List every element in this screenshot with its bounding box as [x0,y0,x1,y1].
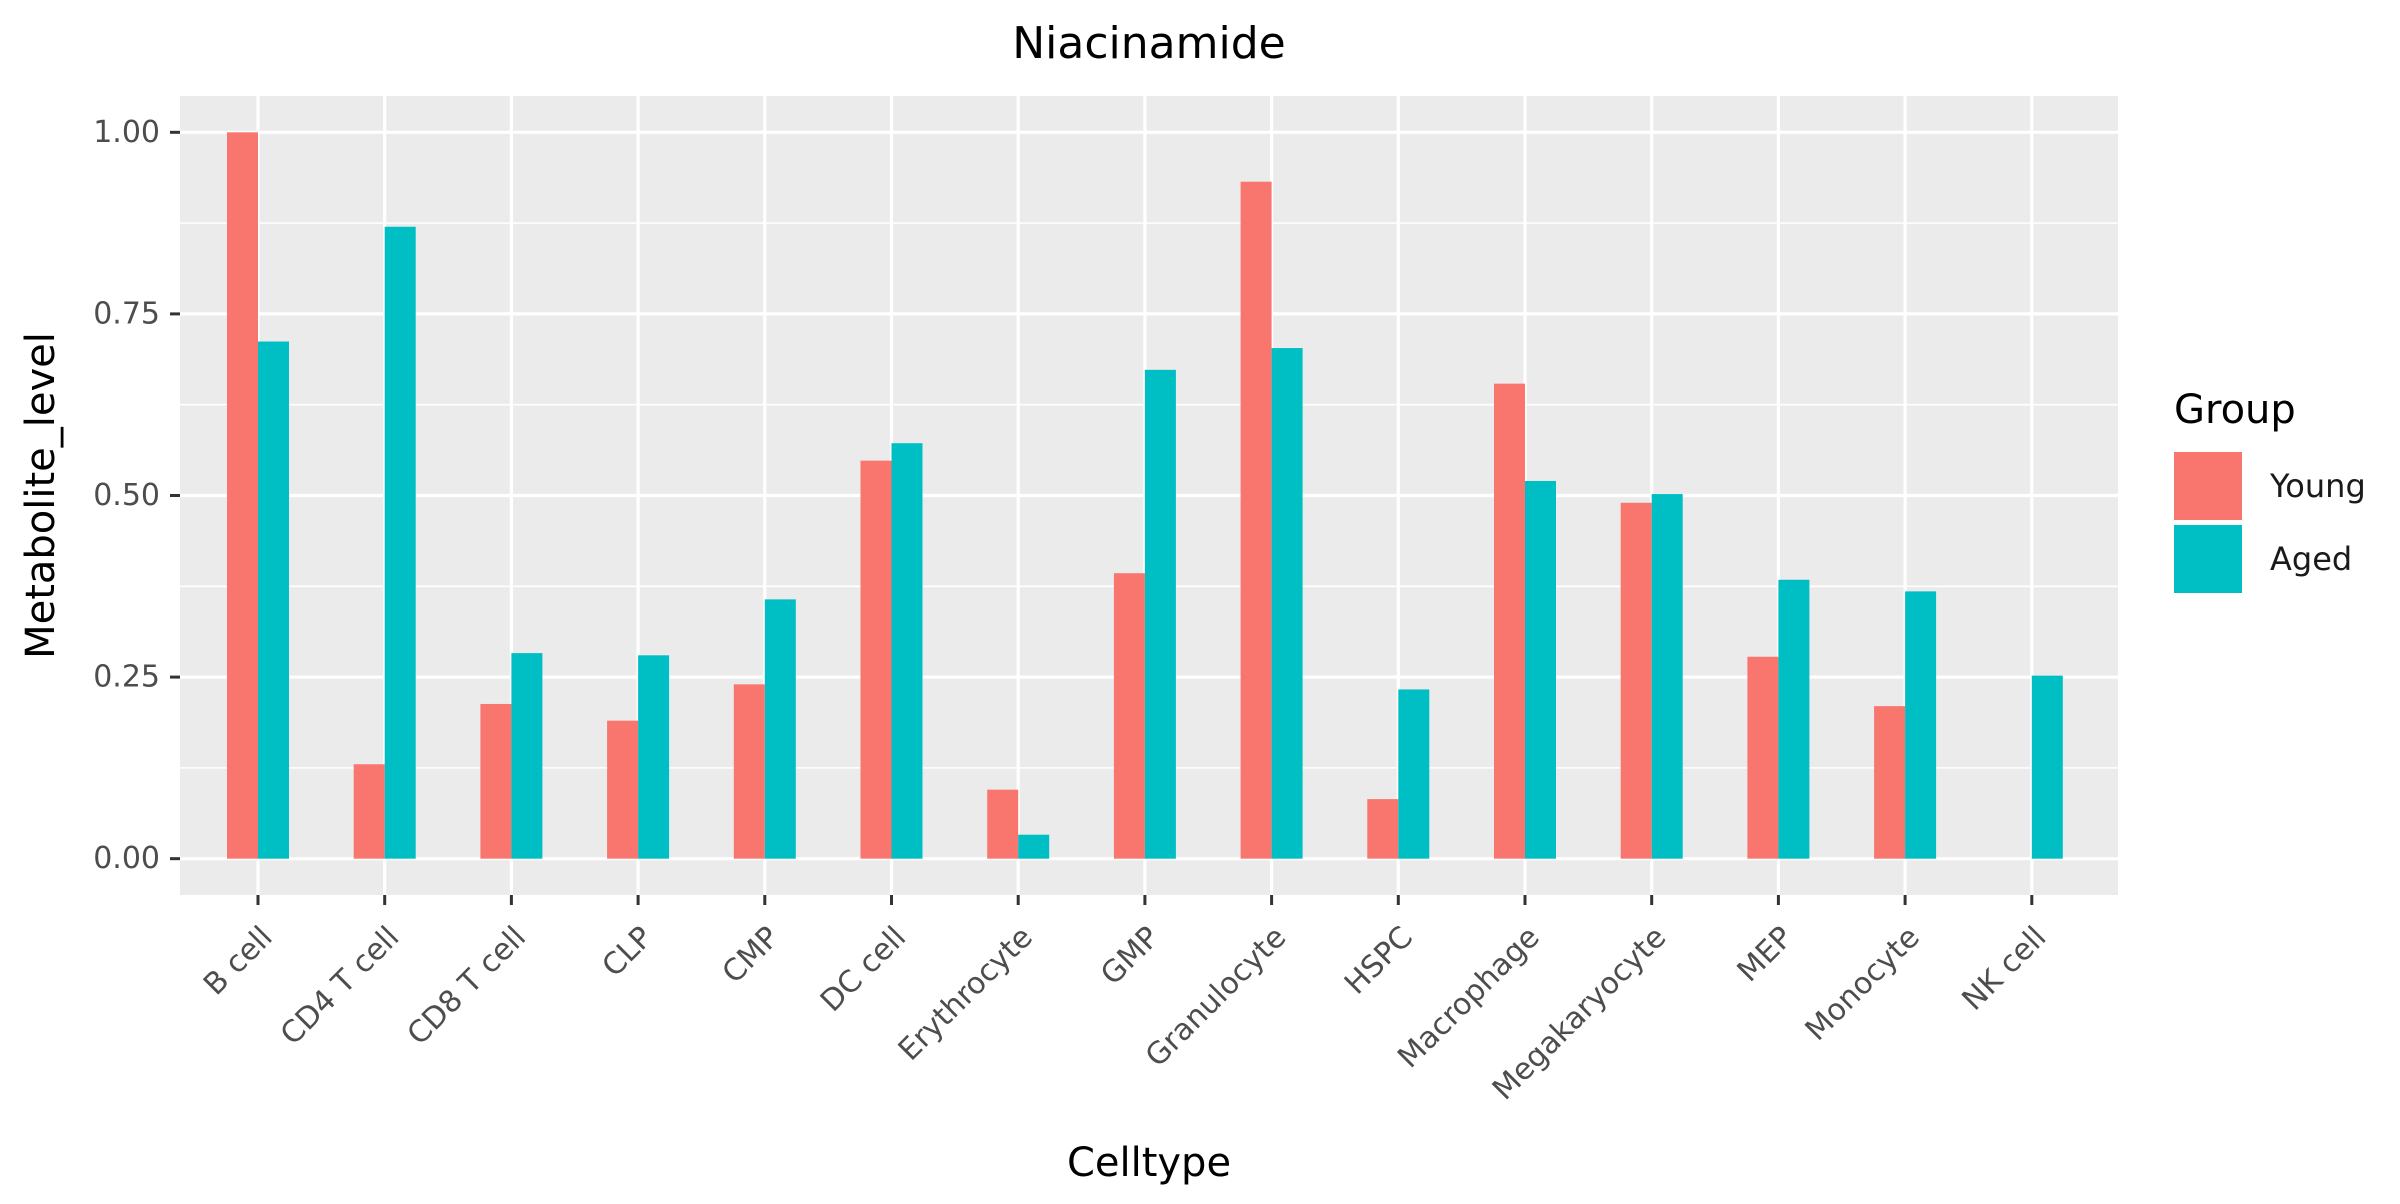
x-axis-title: Celltype [1067,1140,1231,1186]
chart-title: Niacinamide [1012,18,1285,69]
legend-label-aged: Aged [2270,540,2352,578]
x-tick-label: Monocyte [1799,920,1927,1048]
y-tick-label: 1.00 [93,115,160,150]
x-tick-label: CD8 T cell [401,920,533,1052]
legend-key-young [2174,452,2242,520]
bar [987,789,1019,859]
bar [1398,689,1430,859]
bar [2031,675,2063,859]
bar [1525,480,1556,859]
x-tick-label: NK cell [1956,920,2054,1018]
bar [607,720,639,859]
x-tick-label: GMP [1094,920,1166,992]
y-tick-label: 0.25 [93,660,160,695]
bar [1778,579,1810,859]
bar [1620,502,1652,859]
x-tick-label: Erythrocyte [892,920,1040,1068]
x-tick-label: DC cell [814,920,913,1019]
bar [1144,369,1176,859]
bar [1113,573,1145,859]
x-tick-label: CLP [595,920,659,984]
x-tick-label: CMP [716,920,787,991]
bar [1905,591,1937,859]
bar [1018,834,1050,859]
bar [384,226,416,859]
legend-label-young: Young [2269,467,2366,505]
bar [1651,494,1683,859]
bar [764,599,796,859]
x-tick-label: HSPC [1338,920,1420,1002]
legend-key-aged [2174,525,2242,593]
y-tick-label: 0.00 [93,841,160,876]
bar [1271,348,1303,859]
bar [353,764,385,859]
bar [1240,181,1272,859]
bars [227,132,2063,859]
bar [1367,799,1399,859]
bar [1874,706,1906,859]
bar [891,443,923,859]
x-tick-label: CD4 T cell [274,920,406,1052]
x-tick-label: B cell [197,920,280,1003]
legend-title: Group [2174,387,2296,433]
y-tick-label: 0.50 [93,478,160,513]
bar [733,684,765,859]
bar [860,460,892,859]
bar [1494,383,1525,859]
bar [511,653,543,859]
bar [258,341,289,859]
y-tick-label: 0.75 [93,296,160,331]
bar [638,655,670,859]
y-axis: 0.00 0.25 0.50 0.75 1.00 [93,115,180,876]
y-axis-title: Metabolite_level [18,332,64,659]
bar [480,703,512,859]
bar [227,132,258,859]
bar [1747,656,1779,859]
x-tick-label: MEP [1731,920,1800,989]
legend: Group Young Aged [2174,387,2366,593]
